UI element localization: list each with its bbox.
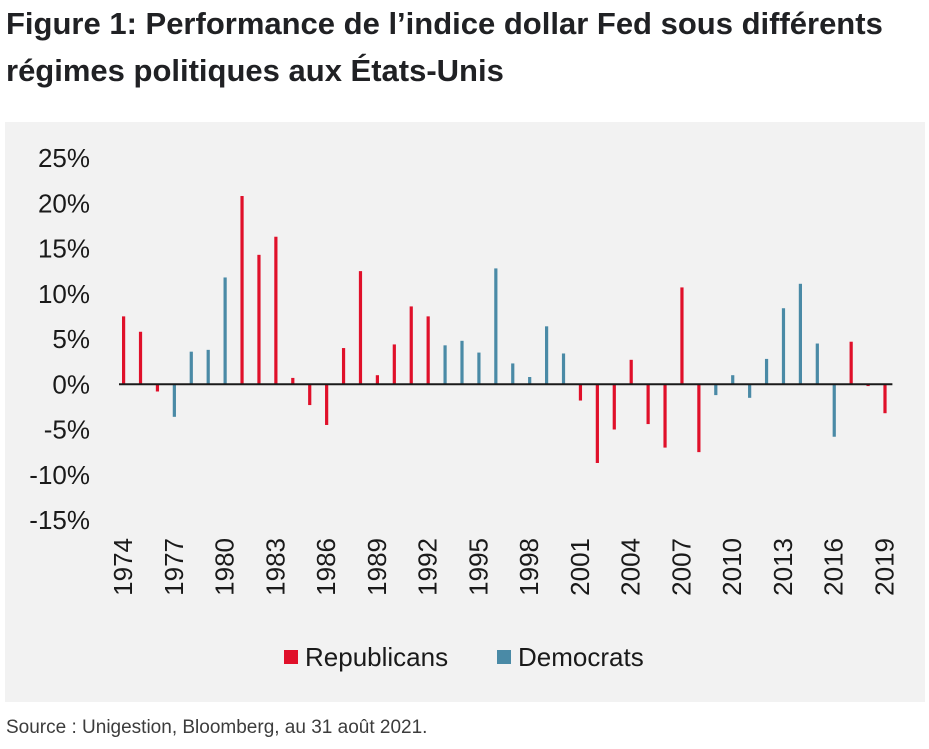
x-tick-label: 1998	[514, 538, 544, 596]
bar-democrats-2011	[748, 384, 752, 398]
bar-democrats-2010	[731, 375, 735, 385]
x-tick-label: 2010	[717, 538, 747, 596]
y-tick-label: 0%	[52, 369, 90, 399]
x-tick-label: 2007	[666, 538, 696, 596]
chart-panel: 25% 20% 15% 10% 5% 0% -5% -10% -15% 1974 1977 1980…	[5, 122, 925, 702]
bar-republicans-1990	[392, 344, 396, 385]
y-tick-label: 15%	[38, 234, 90, 264]
bar-republicans-1974	[122, 316, 126, 385]
x-tick-label: 2013	[768, 538, 798, 596]
x-tick-label: 1989	[362, 538, 392, 596]
bar-republicans-1988	[358, 271, 363, 385]
bar-democrats-2013	[781, 308, 786, 385]
legend-swatch-democrats	[497, 650, 511, 664]
y-tick-label: -10%	[29, 460, 90, 490]
bar-democrats-1999	[545, 326, 549, 385]
bar-democrats-1979	[206, 349, 210, 385]
bar-democrats-1977	[172, 384, 176, 417]
y-tick-label: 10%	[38, 279, 90, 309]
x-tick-label: 2016	[819, 538, 849, 596]
y-tick-label: 20%	[38, 188, 90, 218]
bar-republicans-1976	[155, 384, 160, 392]
bar-democrats-2014	[798, 283, 802, 385]
bar-republicans-1991	[409, 306, 413, 385]
bar-republicans-1981	[240, 196, 244, 385]
bar-chart: 25% 20% 15% 10% 5% 0% -5% -10% -15% 1974 1977 1980…	[29, 143, 899, 672]
bar-democrats-1980	[223, 277, 227, 385]
legend: Republicans Democrats	[284, 642, 644, 672]
bar-republicans-1987	[341, 348, 346, 385]
x-tick-label: 1986	[311, 538, 341, 596]
bar-democrats-1994	[460, 340, 464, 385]
chart-title: Figure 1: Performance de l’indice dollar…	[6, 6, 883, 88]
bar-republicans-1985	[308, 384, 312, 406]
bar-democrats-1993	[443, 345, 447, 385]
y-tick-label: -5%	[44, 415, 90, 445]
bar-democrats-2012	[764, 358, 769, 385]
bar-democrats-1998	[528, 377, 532, 385]
x-tick-label: 1992	[413, 538, 443, 596]
legend-label-republicans: Republicans	[305, 642, 448, 672]
source-note: Source : Unigestion, Bloomberg, au 31 ao…	[6, 717, 428, 738]
y-tick-label: -15%	[29, 505, 90, 535]
bar-republicans-2002	[595, 384, 599, 463]
x-axis-labels: 1974 1977 1980 1983 1986 1989 1992 1995 1998 2001…	[108, 538, 899, 596]
x-tick-label: 1977	[159, 538, 189, 596]
x-tick-label: 1995	[463, 538, 493, 596]
y-tick-label: 5%	[52, 324, 90, 354]
x-tick-label: 1974	[108, 538, 138, 596]
legend-label-democrats: Democrats	[518, 642, 644, 672]
bar-democrats-2015	[815, 343, 819, 385]
bar-republicans-1986	[325, 384, 329, 425]
x-tick-label: 1983	[260, 538, 290, 596]
bar-democrats-2000	[561, 353, 566, 385]
bar-democrats-1997	[511, 363, 515, 385]
y-tick-label: 25%	[38, 143, 90, 173]
bar-democrats-1996	[494, 268, 498, 385]
bar-democrats-1978	[189, 351, 193, 385]
bar-republicans-2006	[663, 384, 667, 448]
bar-republicans-2003	[612, 384, 616, 430]
bar-republicans-2019	[883, 384, 887, 414]
bar-republicans-2004	[629, 359, 633, 385]
x-tick-label: 1980	[210, 538, 240, 596]
bar-republicans-1982	[257, 254, 261, 385]
x-tick-label: 2004	[616, 538, 646, 596]
bars-group	[122, 196, 887, 463]
x-tick-label: 2019	[869, 538, 899, 596]
bar-democrats-2009	[714, 384, 718, 396]
bar-republicans-1975	[138, 331, 143, 385]
bar-republicans-2017	[849, 341, 853, 385]
bar-republicans-2008	[697, 384, 701, 453]
x-tick-label: 2001	[565, 538, 595, 596]
bar-republicans-2005	[646, 384, 650, 425]
bar-democrats-2016	[832, 384, 836, 437]
bar-republicans-2001	[578, 384, 583, 401]
bar-republicans-1992	[426, 316, 430, 385]
bar-republicans-1983	[274, 236, 278, 385]
bar-republicans-2007	[680, 287, 684, 385]
y-axis-labels: 25% 20% 15% 10% 5% 0% -5% -10% -15%	[29, 143, 90, 535]
bar-republicans-1989	[375, 375, 379, 385]
bar-democrats-1995	[477, 352, 481, 385]
bar-republicans-1984	[291, 377, 295, 385]
legend-swatch-republicans	[284, 650, 298, 664]
